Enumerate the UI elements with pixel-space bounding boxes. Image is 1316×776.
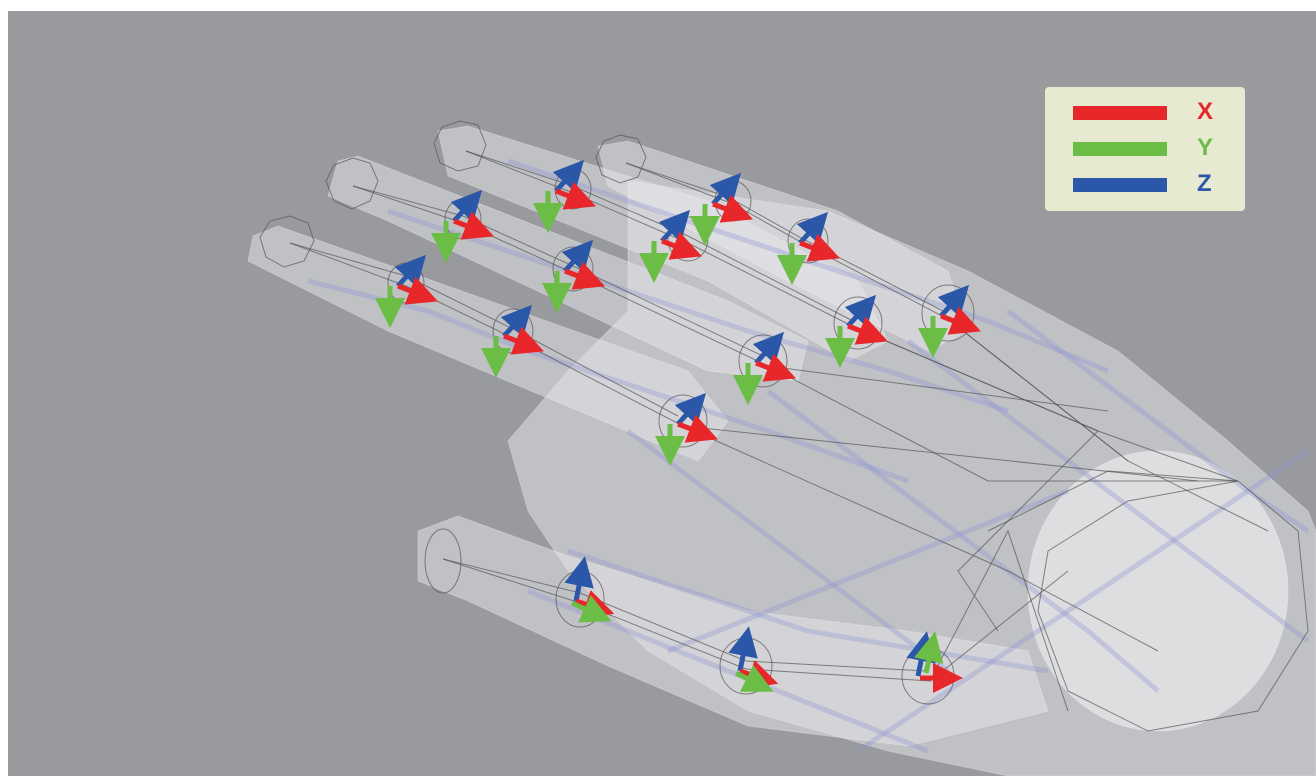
joint-gizmo-10 [690,172,754,246]
joint-gizmo-13 [564,556,615,623]
legend-label-y: Y [1197,134,1214,161]
legend-label-z: Z [1197,170,1212,197]
joint-gizmo-11 [777,211,841,285]
legend-item-z: Z [1045,169,1245,199]
joint-gizmo-5 [542,239,606,313]
joint-gizmo-9 [825,294,889,368]
joint-gizmo-7 [533,159,597,233]
legend-item-y: Y [1045,133,1245,163]
joint-gizmo-8 [639,209,703,283]
joint-axes [375,159,982,693]
joint-gizmo-4 [431,189,495,263]
joint-gizmo-15 [906,631,963,693]
legend-label-x: X [1197,98,1214,125]
legend-item-x: X [1045,97,1245,127]
legend-swatch-y [1073,142,1167,156]
3d-viewport[interactable]: X Y Z [8,11,1316,776]
skin-mesh [307,158,1310,754]
legend-swatch-x [1073,106,1167,120]
joint-gizmo-2 [481,304,545,378]
legend-swatch-z [1073,178,1167,192]
joint-gizmo-3 [655,392,719,466]
joint-gizmo-12 [918,284,982,358]
joint-gizmo-6 [733,331,797,405]
hand-rig-scene [247,120,1316,776]
joint-gizmo-14 [728,626,779,692]
joint-gizmo-1 [375,254,439,328]
hand-skin [247,125,1316,776]
axis-legend: X Y Z [1045,87,1245,211]
